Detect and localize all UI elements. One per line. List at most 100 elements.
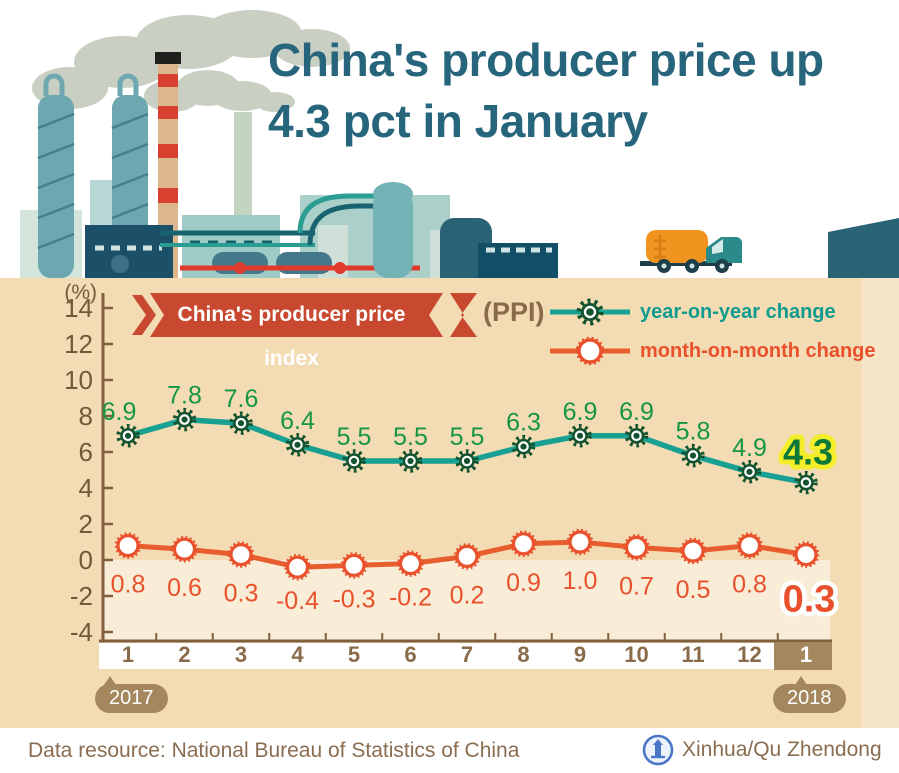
mom-marker [623, 534, 650, 561]
mom-marker [116, 534, 140, 558]
yoy-data-label: 6.9 [619, 398, 654, 426]
legend-item-mom: month-on-month change [548, 333, 876, 369]
month-box-2018 [774, 642, 832, 670]
y-tick-label: -4 [70, 617, 93, 647]
yoy-marker [292, 439, 303, 451]
month-label: 4 [291, 642, 304, 667]
mom-marker [679, 537, 707, 565]
yoy-data-label: 5.5 [450, 423, 485, 451]
y-tick-label: 2 [79, 509, 93, 539]
month-label: 3 [235, 642, 247, 667]
yoy-marker [179, 414, 190, 425]
legend-item-yoy: year-on-year change [548, 294, 876, 330]
month-label: 12 [737, 642, 761, 667]
yoy-data-label: 7.8 [167, 382, 202, 410]
x-axis-band [99, 643, 832, 669]
yoy-marker [402, 453, 419, 469]
y-tick-label: 0 [79, 545, 93, 575]
mom-marker [453, 543, 481, 570]
mom-marker [172, 537, 197, 561]
mom-data-label: 1.0 [563, 567, 598, 595]
cylinder-tank-icon [373, 182, 413, 278]
yoy-marker [120, 428, 136, 444]
mom-marker [342, 553, 366, 577]
yoy-data-label: 7.6 [224, 385, 259, 413]
month-label: 9 [574, 642, 586, 667]
mom-marker [624, 535, 649, 559]
chart-title-suffix: (PPI) [483, 297, 545, 327]
y-tick-label: 14 [64, 293, 93, 323]
data-source-text: Data resource: National Bureau of Statis… [28, 739, 520, 762]
mom-marker [794, 543, 818, 567]
yoy-marker [405, 455, 416, 467]
y-tick-label: -2 [70, 581, 93, 611]
mom-highlight-label: 0.3 [783, 579, 836, 621]
mom-marker [229, 543, 253, 567]
legend-label-mom: month-on-month change [640, 339, 876, 362]
footer: Data resource: National Bureau of Statis… [0, 728, 899, 773]
yoy-marker [346, 453, 362, 469]
mom-marker [510, 530, 537, 558]
yoy-marker [628, 428, 645, 444]
mom-marker [114, 532, 142, 559]
pipes-icon [160, 192, 404, 247]
yoy-marker [233, 415, 249, 431]
yoy-marker [800, 477, 812, 488]
year-bubble-2017: 2017 [95, 676, 168, 713]
striped-chimney-icon [155, 52, 181, 278]
chart-legend: year-on-year change month-on-month chang… [548, 294, 876, 369]
mom-marker [171, 535, 198, 563]
yoy-marker [235, 417, 247, 429]
mom-marker [284, 553, 311, 581]
title-line-2: 4.3 pct in January [268, 95, 648, 147]
page-title: China's producer price up 4.3 pct in Jan… [268, 30, 824, 152]
yoy-marker [289, 437, 306, 453]
right-dark-buildings [440, 218, 558, 278]
month-label: 1 [122, 642, 134, 667]
mom-marker [340, 552, 368, 579]
yoy-data-label: 4.9 [732, 434, 767, 462]
yoy-marker [176, 411, 193, 428]
yoy-marker [122, 430, 134, 442]
yoy-marker [631, 430, 642, 442]
below-zero-area [104, 560, 830, 641]
mom-marker [736, 532, 763, 559]
yoy-marker [741, 464, 758, 480]
yoy-marker [455, 449, 479, 473]
yoy-marker [229, 411, 253, 435]
mom-data-label: 0.7 [619, 572, 654, 600]
mom-data-label: 0.8 [732, 571, 767, 599]
chart-title: China's producer price index [177, 303, 406, 370]
month-label: 11 [681, 642, 704, 667]
yoy-data-label: 6.9 [102, 398, 137, 426]
yoy-data-label: 5.8 [676, 418, 711, 446]
mom-marker [398, 552, 423, 576]
yoy-marker [518, 441, 529, 452]
y-tick-label: 6 [79, 437, 93, 467]
dark-factory-building [85, 225, 173, 278]
mom-marker [227, 541, 255, 568]
truck-icon [640, 230, 742, 273]
yoy-highlight-label: 4.3 [783, 432, 833, 473]
mom-marker [568, 530, 592, 554]
month-label: 1 [800, 642, 812, 667]
mom-data-label: 0.6 [167, 574, 202, 602]
y-axis-unit: (%) [64, 281, 97, 304]
mom-data-label: 0.5 [676, 576, 711, 604]
yoy-marker [685, 447, 701, 464]
title-line-1: China's producer price up [268, 34, 824, 86]
month-label: 2 [178, 642, 190, 667]
ribbon-shape [132, 293, 477, 337]
mom-marker [397, 550, 424, 577]
mom-circle-marker-icon [550, 336, 630, 366]
y-tick-label: 12 [64, 329, 93, 359]
chart-panel-right-edge [862, 278, 899, 728]
yoy-marker [794, 470, 818, 495]
yoy-data-label: 5.5 [393, 423, 428, 451]
legend-label-yoy: year-on-year change [640, 300, 836, 323]
mom-data-label: 0.2 [450, 581, 485, 609]
yoy-marker [572, 428, 588, 444]
y-tick-label: 4 [79, 473, 93, 503]
